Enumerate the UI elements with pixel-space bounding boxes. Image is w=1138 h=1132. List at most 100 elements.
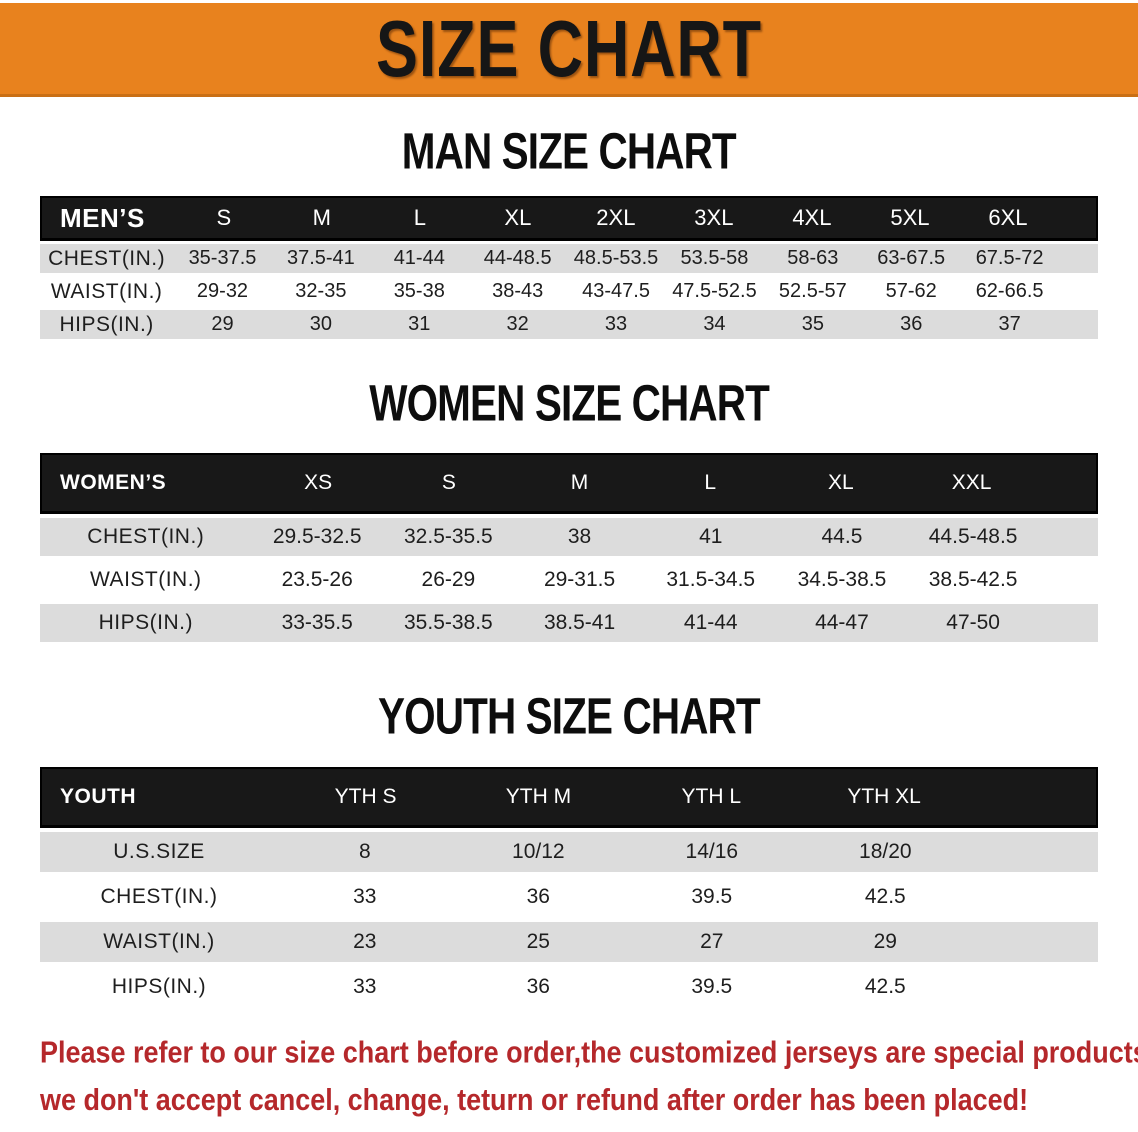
size-column-header: 2XL [596, 205, 636, 230]
disclaimer-line-2: we don't accept cancel, change, teturn o… [40, 1084, 1029, 1118]
size-column-header: 4XL [792, 205, 832, 230]
youth-size-section: YOUTH SIZE CHART YOUTH YTH S YTH M YTH L YTH… [0, 687, 1138, 1007]
table-row: CHEST(IN.) 33 36 39.5 42.5 [40, 877, 1098, 917]
table-row: CHEST(IN.) 29.5-32.5 32.5-35.5 38 41 44.5 44.5… [40, 518, 1098, 556]
size-value-cell: 35.5-38.5 [404, 611, 493, 634]
size-value-cell: 58-63 [787, 247, 839, 269]
size-value-cell: 42.5 [864, 885, 906, 908]
size-column-header: S [441, 471, 456, 494]
table-row: HIPS(IN.) 33 36 39.5 42.5 [40, 967, 1098, 1007]
men-section-heading: MAN SIZE CHART [0, 122, 1138, 180]
table-row: WAIST(IN.) 23 25 27 29 [40, 922, 1098, 962]
row-label: WAIST(IN.) [103, 930, 215, 953]
women-section-heading-text: WOMEN SIZE CHART [369, 374, 770, 432]
size-value-cell: 32-35 [295, 280, 347, 302]
size-value-cell: 29.5-32.5 [272, 525, 362, 548]
men-size-table: MEN’S S M L XL 2XL 3XL 4XL 5XL 6XL CHEST(IN.) 35-37… [40, 196, 1098, 339]
size-column-header: M [312, 205, 331, 230]
table-header-row: YOUTH YTH S YTH M YTH L YTH XL [40, 767, 1098, 827]
size-value-cell: 33 [353, 975, 377, 998]
size-value-cell: 35-38 [393, 280, 445, 302]
size-value-cell: 37 [998, 313, 1021, 335]
size-column-header: L [704, 471, 717, 494]
size-column-header: YTH L [681, 785, 741, 808]
size-value-cell: 44-48.5 [483, 247, 552, 269]
size-value-cell: 41-44 [683, 611, 738, 634]
size-value-cell: 23.5-26 [281, 568, 353, 591]
men-section-heading-text: MAN SIZE CHART [401, 122, 737, 180]
size-column-header: XL [828, 471, 854, 494]
women-size-table: WOMEN’S XS S M L XL XXL CHEST(IN.) 29.5-32.5 32.5… [40, 453, 1098, 642]
banner-title: SIZE CHART [376, 3, 762, 94]
size-value-cell: 18/20 [859, 840, 912, 863]
size-value-cell: 39.5 [691, 885, 733, 908]
size-value-cell: 29-31.5 [543, 568, 616, 591]
row-label: CHEST(IN.) [100, 885, 218, 908]
size-value-cell: 38.5-42.5 [928, 568, 1018, 591]
size-value-cell: 23 [353, 930, 377, 953]
size-value-cell: 37.5-41 [286, 247, 355, 269]
size-value-cell: 63-67.5 [877, 247, 946, 269]
size-value-cell: 32.5-35.5 [404, 525, 493, 548]
size-value-cell: 67.5-72 [975, 247, 1044, 269]
size-value-cell: 30 [309, 313, 332, 335]
size-value-cell: 47.5-52.5 [672, 280, 757, 302]
disclaimer: Please refer to our size chart before or… [40, 1029, 1138, 1125]
size-value-cell: 52.5-57 [778, 280, 847, 302]
size-value-cell: 29 [873, 930, 897, 953]
youth-section-heading-text: YOUTH SIZE CHART [378, 687, 761, 745]
size-value-cell: 32 [506, 313, 529, 335]
size-value-cell: 14/16 [685, 840, 739, 863]
size-column-header: M [570, 471, 589, 494]
table-header-row: WOMEN’S XS S M L XL XXL [40, 453, 1098, 513]
size-value-cell: 53.5-58 [680, 247, 749, 269]
size-value-cell: 8 [358, 840, 371, 863]
size-value-cell: 35 [801, 313, 824, 335]
size-value-cell: 36 [900, 313, 923, 335]
size-value-cell: 44.5-48.5 [928, 525, 1018, 548]
table-row: U.S.SIZE 8 10/12 14/16 18/20 [40, 832, 1098, 872]
size-value-cell: 42.5 [864, 975, 906, 998]
size-value-cell: 38 [567, 525, 592, 548]
size-value-cell: 27 [700, 930, 724, 953]
size-column-header: S [216, 205, 232, 230]
row-label: WAIST(IN.) [50, 279, 163, 303]
size-column-header: YTH XL [847, 785, 921, 808]
size-column-header: XXL [951, 471, 992, 494]
table-row: HIPS(IN.) 33-35.5 35.5-38.5 38.5-41 41-44 44-… [40, 604, 1098, 642]
size-value-cell: 33-35.5 [281, 611, 353, 634]
table-row: CHEST(IN.) 35-37.5 37.5-41 41-44 44-48.5 48.5… [40, 244, 1098, 273]
table-row: WAIST(IN.) 23.5-26 26-29 29-31.5 31.5-34.5 34… [40, 561, 1098, 599]
row-label: U.S.SIZE [113, 840, 205, 863]
size-column-header: 3XL [694, 205, 734, 230]
row-label: WAIST(IN.) [90, 568, 202, 591]
table-row: HIPS(IN.) 29 30 31 32 33 34 35 36 37 [40, 310, 1098, 339]
table-title-cell: MEN’S [60, 202, 145, 233]
size-value-cell: 26-29 [421, 568, 476, 591]
row-label: HIPS(IN.) [59, 312, 154, 336]
row-label: CHEST(IN.) [87, 525, 205, 548]
size-value-cell: 35-37.5 [188, 247, 257, 269]
women-size-section: WOMEN SIZE CHART WOMEN’S XS S M L XL XXL CHEST(… [0, 374, 1138, 642]
size-value-cell: 47-50 [946, 611, 1000, 634]
size-value-cell: 10/12 [512, 840, 565, 863]
size-value-cell: 36 [526, 885, 550, 908]
size-column-header: YTH S [334, 785, 397, 808]
women-section-heading: WOMEN SIZE CHART [0, 374, 1138, 432]
size-value-cell: 44.5 [821, 525, 863, 548]
men-size-section: MAN SIZE CHART MEN’S S M L XL 2XL 3XL 4XL 5XL 6XL… [0, 122, 1138, 339]
disclaimer-line-1: Please refer to our size chart before or… [40, 1036, 1138, 1070]
size-value-cell: 33 [353, 885, 377, 908]
size-value-cell: 38-43 [492, 280, 544, 302]
size-value-cell: 33 [604, 313, 628, 335]
size-column-header: XS [304, 471, 333, 494]
size-column-header: L [413, 205, 426, 230]
size-value-cell: 36 [526, 975, 550, 998]
size-value-cell: 43-47.5 [582, 280, 650, 302]
size-value-cell: 25 [526, 930, 550, 953]
table-title-cell: YOUTH [60, 785, 136, 808]
size-column-header: 6XL [988, 205, 1028, 230]
row-label: HIPS(IN.) [111, 975, 207, 998]
row-label: CHEST(IN.) [48, 246, 166, 270]
table-header-row: MEN’S S M L XL 2XL 3XL 4XL 5XL 6XL [40, 196, 1098, 240]
